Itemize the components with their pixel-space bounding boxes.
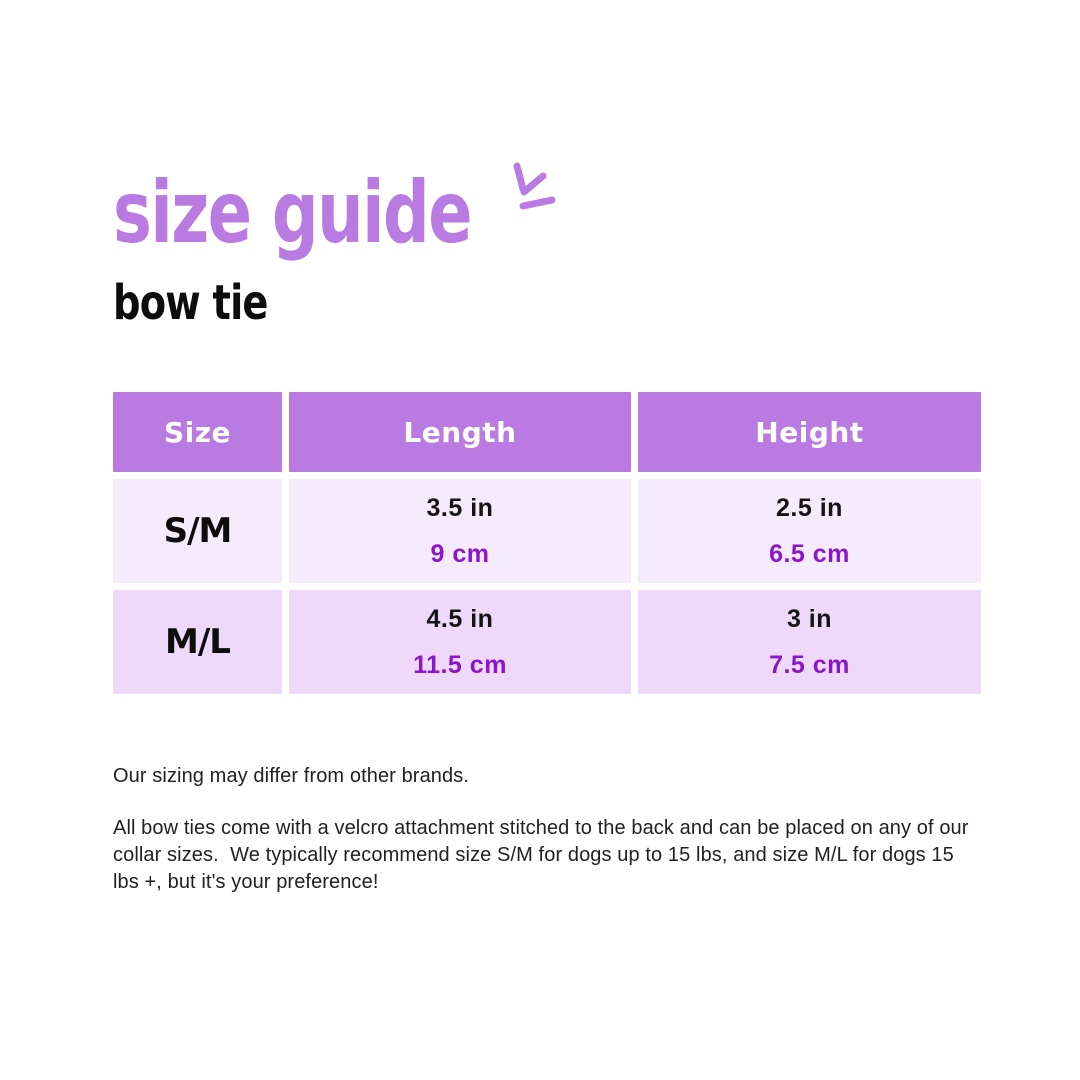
height-centimeters: 6.5 cm	[769, 539, 850, 568]
note-details: All bow ties come with a velcro attachme…	[113, 817, 975, 893]
size-label: S/M	[163, 511, 233, 551]
table-row-sm-length-cell: 3.5 in 9 cm	[289, 479, 631, 583]
table-row-ml-length-cell: 4.5 in 11.5 cm	[289, 590, 631, 694]
column-header-length: Length	[289, 392, 631, 472]
length-centimeters: 9 cm	[430, 539, 490, 568]
table-row-ml-size-cell: M/L	[113, 590, 282, 694]
height-centimeters: 7.5 cm	[769, 650, 850, 679]
column-header-height: Height	[638, 392, 981, 472]
table-row-sm-size-cell: S/M	[113, 479, 282, 583]
table-row-ml-height-cell: 3 in 7.5 cm	[638, 590, 981, 694]
page-title: size guide	[113, 163, 473, 263]
size-label: M/L	[165, 622, 231, 662]
column-header-size: Size	[113, 392, 282, 472]
height-inches: 3 in	[786, 604, 833, 633]
sizing-notes: Our sizing may differ from other brands.…	[113, 763, 985, 896]
table-row-sm-height-cell: 2.5 in 6.5 cm	[638, 479, 981, 583]
length-inches: 4.5 in	[426, 604, 494, 633]
sparkle-icon	[513, 162, 556, 210]
size-table: Size Length Height S/M 3.5 in 9 cm 2.5 i…	[113, 392, 981, 694]
page-subtitle: bow tie	[113, 275, 268, 331]
length-inches: 3.5 in	[426, 493, 494, 522]
height-inches: 2.5 in	[776, 493, 843, 522]
note-intro: Our sizing may differ from other brands.	[113, 765, 469, 787]
length-centimeters: 11.5 cm	[413, 650, 507, 679]
